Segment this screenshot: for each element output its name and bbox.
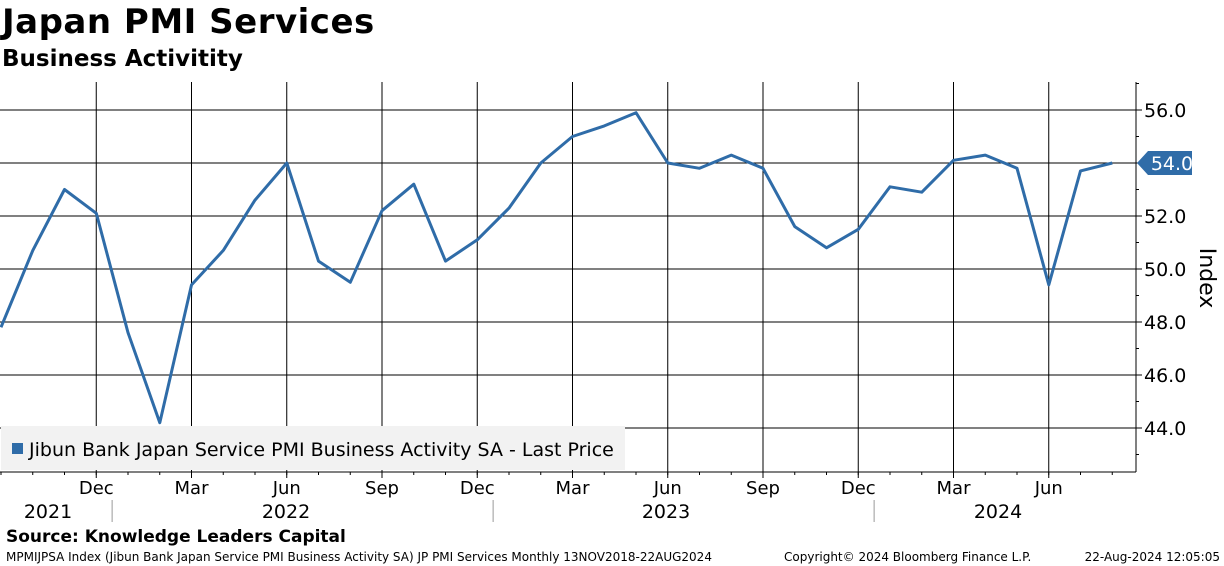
chart-legend: Jibun Bank Japan Service PMI Business Ac… <box>1 426 625 470</box>
y-axis-label: Index <box>1194 248 1219 309</box>
chart-subtitle: Business Activitity <box>2 46 243 72</box>
x-tick-label: Sep <box>365 478 399 499</box>
chart-grid <box>0 82 1136 472</box>
series-line <box>0 111 1113 425</box>
footer-timestamp: 22-Aug-2024 12:05:05 <box>1084 550 1220 564</box>
last-value-marker <box>1137 151 1192 175</box>
x-tick-label: Sep <box>746 478 780 499</box>
y-tick-label: 48.0 <box>1144 312 1186 334</box>
x-year-label: 2021 <box>24 501 72 523</box>
x-tick-label: Dec <box>460 478 495 499</box>
last-value-callout: 54.0 <box>1137 151 1193 175</box>
x-tick-label: Dec <box>841 478 876 499</box>
chart-series <box>0 111 1113 425</box>
x-tick-label: Mar <box>556 478 591 499</box>
x-tick-label: Jun <box>1034 478 1063 499</box>
x-tick-label: Jun <box>653 478 682 499</box>
x-year-label: 2024 <box>974 501 1022 523</box>
y-tick-label: 52.0 <box>1144 206 1186 228</box>
legend-swatch <box>12 443 23 454</box>
x-year-label: 2023 <box>642 501 690 523</box>
x-year-label: 2022 <box>262 501 310 523</box>
x-tick-label: Dec <box>79 478 114 499</box>
x-tick-label: Jun <box>272 478 301 499</box>
y-tick-label: 50.0 <box>1144 259 1186 281</box>
legend-label: Jibun Bank Japan Service PMI Business Ac… <box>28 439 614 461</box>
footer-description: MPMIJPSA Index (Jibun Bank Japan Service… <box>6 550 712 564</box>
source-note: Source: Knowledge Leaders Capital <box>6 527 346 547</box>
footer-copyright: Copyright© 2024 Bloomberg Finance L.P. <box>784 550 1032 564</box>
chart-title: Japan PMI Services <box>2 2 375 42</box>
y-tick-label: 56.0 <box>1144 100 1186 122</box>
y-tick-label: 44.0 <box>1144 418 1186 440</box>
y-tick-label: 46.0 <box>1144 365 1186 387</box>
x-tick-label: Mar <box>937 478 972 499</box>
x-tick-label: Mar <box>175 478 210 499</box>
legend-box <box>1 426 625 470</box>
last-value-label: 54.0 <box>1151 153 1193 175</box>
chart-axes: 44.0 46.0 48.0 50.0 52.0 54.0 56.0 Dec Mar Jun Sep… <box>0 82 1219 523</box>
